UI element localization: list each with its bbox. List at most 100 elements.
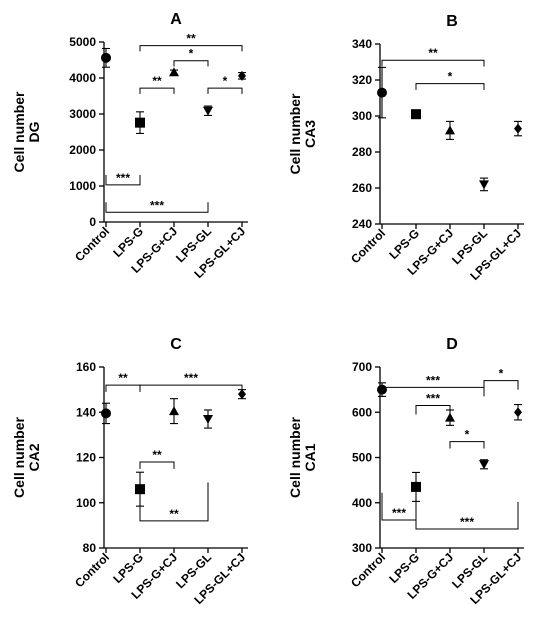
data-point-LPS-GL — [203, 415, 213, 425]
data-point-LPS-GL+CJ — [238, 389, 246, 400]
y-tick-label: 340 — [352, 37, 372, 51]
y-axis-label-line: Cell number — [287, 93, 303, 174]
data-point-Control — [377, 87, 387, 98]
significance-label: *** — [460, 515, 474, 529]
significance-label: ** — [169, 507, 179, 521]
panel-title: B — [446, 13, 458, 30]
y-tick-label: 4000 — [69, 71, 96, 85]
y-tick-label: 80 — [83, 541, 97, 555]
significance-label: * — [499, 367, 504, 381]
data-point-LPS-GL — [479, 460, 489, 470]
data-point-LPS-G — [135, 117, 145, 128]
y-tick-label: 320 — [352, 73, 372, 87]
panel-title: C — [170, 336, 182, 353]
y-tick-label: 280 — [352, 145, 372, 159]
y-tick-label: 3000 — [69, 107, 96, 121]
y-axis-label-line: Cell number — [287, 416, 303, 497]
data-point-LPS-G+CJ — [445, 412, 455, 422]
data-point-LPS-G+CJ — [169, 67, 179, 77]
y-tick-label: 120 — [76, 451, 96, 465]
y-tick-label: 5000 — [69, 35, 96, 49]
y-tick-label: 500 — [352, 451, 372, 465]
y-axis-label: Cell numberDG — [11, 91, 42, 172]
significance-label: *** — [392, 506, 406, 520]
y-axis-label-line: Cell number — [11, 416, 27, 497]
y-tick-label: 260 — [352, 181, 372, 195]
significance-label: * — [189, 47, 194, 61]
significance-label: *** — [426, 373, 440, 387]
significance-bracket — [415, 404, 451, 415]
y-tick-label: 1000 — [69, 179, 96, 193]
significance-label: * — [223, 74, 228, 88]
significance-label: * — [448, 70, 453, 84]
x-tick-label: Control — [348, 550, 388, 590]
panel-title: D — [446, 336, 458, 353]
panel-title: A — [170, 11, 182, 28]
significance-label: ** — [428, 46, 438, 60]
significance-bracket — [139, 45, 243, 52]
panel-A: A 0 1000 2000 3000 4000 5000 Cell numberDG Contr… — [11, 11, 248, 281]
y-axis-label-line: Cell number — [11, 91, 27, 172]
significance-bracket — [105, 202, 209, 213]
significance-label: * — [465, 428, 470, 442]
data-point-Control — [101, 408, 111, 419]
y-tick-label: 100 — [76, 496, 96, 510]
y-axis-label-line: DG — [26, 121, 42, 142]
y-tick-label: 160 — [76, 360, 96, 374]
data-point-LPS-G — [411, 109, 421, 120]
data-point-LPS-GL+CJ — [514, 407, 522, 418]
y-tick-label: 2000 — [69, 143, 96, 157]
significance-label: *** — [426, 391, 440, 405]
x-tick-label: Control — [72, 550, 112, 590]
x-tick-label: Control — [348, 226, 388, 266]
data-point-Control — [101, 52, 111, 63]
significance-label: ** — [186, 32, 196, 46]
data-point-LPS-GL — [479, 180, 489, 190]
y-axis-label: Cell numberCA1 — [287, 416, 318, 497]
significance-bracket — [381, 59, 485, 67]
y-tick-label: 300 — [352, 109, 372, 123]
significance-bracket — [449, 441, 485, 449]
data-point-LPS-G — [411, 481, 421, 492]
y-tick-label: 140 — [76, 405, 96, 419]
significance-bracket — [381, 386, 485, 397]
y-tick-label: 240 — [352, 217, 372, 231]
significance-bracket — [105, 174, 141, 186]
y-axis-label: Cell numberCA2 — [11, 416, 42, 497]
y-tick-label: 600 — [352, 405, 372, 419]
y-axis-label-line: CA3 — [302, 120, 318, 148]
data-point-LPS-GL+CJ — [514, 123, 522, 134]
y-tick-label: 400 — [352, 496, 372, 510]
data-point-LPS-GL — [203, 106, 213, 116]
significance-bracket — [139, 384, 243, 392]
x-tick-label: Control — [72, 224, 112, 264]
panel-B: B 240 260 280 300 320 340 Cell numberCA3 Control… — [287, 13, 524, 283]
data-point-LPS-G+CJ — [169, 406, 179, 416]
data-point-LPS-GL+CJ — [238, 70, 246, 81]
significance-bracket — [207, 87, 243, 94]
significance-bracket — [415, 501, 519, 530]
significance-label: *** — [150, 198, 164, 212]
significance-bracket — [139, 87, 175, 94]
y-tick-label: 700 — [352, 360, 372, 374]
y-axis-label-line: CA2 — [26, 443, 42, 471]
significance-label: ** — [152, 448, 162, 462]
significance-bracket — [139, 482, 209, 522]
y-axis-label: Cell numberCA3 — [287, 93, 318, 174]
y-tick-label: 300 — [352, 541, 372, 555]
y-tick-label: 0 — [89, 215, 96, 229]
significance-bracket — [415, 83, 485, 90]
significance-label: *** — [184, 371, 198, 385]
data-point-LPS-G+CJ — [445, 125, 455, 135]
significance-label: ** — [118, 371, 128, 385]
significance-bracket — [173, 60, 209, 67]
significance-bracket — [139, 461, 175, 469]
significance-label: *** — [116, 171, 130, 185]
significance-bracket — [105, 384, 141, 392]
y-axis-label-line: CA1 — [302, 443, 318, 471]
significance-label: ** — [152, 74, 162, 88]
